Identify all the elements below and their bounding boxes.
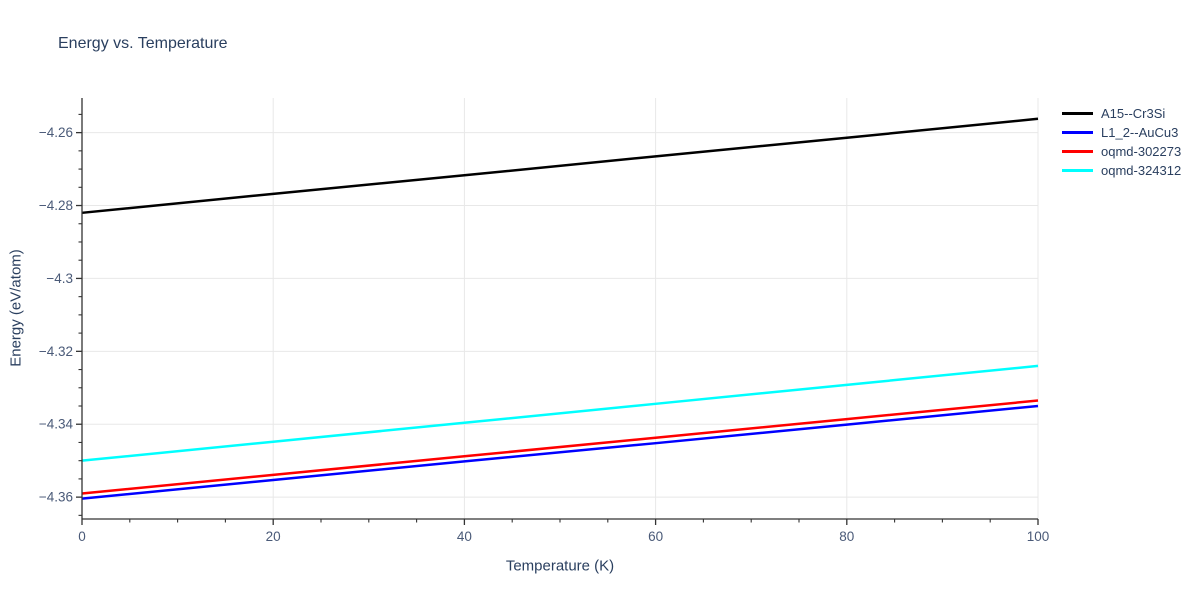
x-tick-label: 20 xyxy=(266,529,281,544)
series-line-oqmd-302273 xyxy=(81,399,1039,495)
x-tick-label: 80 xyxy=(839,529,854,544)
chart-title: Energy vs. Temperature xyxy=(58,35,228,52)
y-tick-label: −4.36 xyxy=(39,490,73,505)
legend-item-oqmd-324312[interactable]: oqmd-324312 xyxy=(1062,161,1181,180)
legend-item-a15-cr3si[interactable]: A15--Cr3Si xyxy=(1062,104,1181,123)
legend-item-l1-2-aucu3[interactable]: L1_2--AuCu3 xyxy=(1062,123,1181,142)
series-line-l1-2-aucu3 xyxy=(81,404,1039,500)
y-tick-label: −4.34 xyxy=(39,417,74,432)
x-axis-title: Temperature (K) xyxy=(505,557,615,575)
y-tick-label: −4.26 xyxy=(39,125,73,140)
series-line-oqmd-324312 xyxy=(81,364,1039,462)
legend-label: oqmd-324312 xyxy=(1101,163,1182,178)
x-tick-label: 100 xyxy=(1027,529,1050,544)
y-tick-label: −4.3 xyxy=(46,271,73,286)
y-axis-title: Energy (eV/atom) xyxy=(7,249,25,367)
x-tick-label: 40 xyxy=(457,529,472,544)
legend-line-swatch xyxy=(1062,169,1093,172)
legend-line-swatch xyxy=(1062,131,1093,134)
x-tick-label: 0 xyxy=(78,529,86,544)
legend-label: L1_2--AuCu3 xyxy=(1101,125,1179,140)
y-tick-label: −4.32 xyxy=(39,344,73,359)
legend-line-swatch xyxy=(1062,112,1093,115)
legend-item-oqmd-302273[interactable]: oqmd-302273 xyxy=(1062,142,1181,161)
legend: A15--Cr3Si L1_2--AuCu3 oqmd-302273 oqmd-… xyxy=(1062,104,1181,180)
legend-label: oqmd-302273 xyxy=(1101,144,1182,159)
legend-line-swatch xyxy=(1062,150,1093,153)
y-tick-label: −4.28 xyxy=(39,198,73,213)
x-tick-label: 60 xyxy=(648,529,663,544)
legend-label: A15--Cr3Si xyxy=(1101,106,1166,121)
series-line-a15-cr3si xyxy=(81,117,1039,215)
